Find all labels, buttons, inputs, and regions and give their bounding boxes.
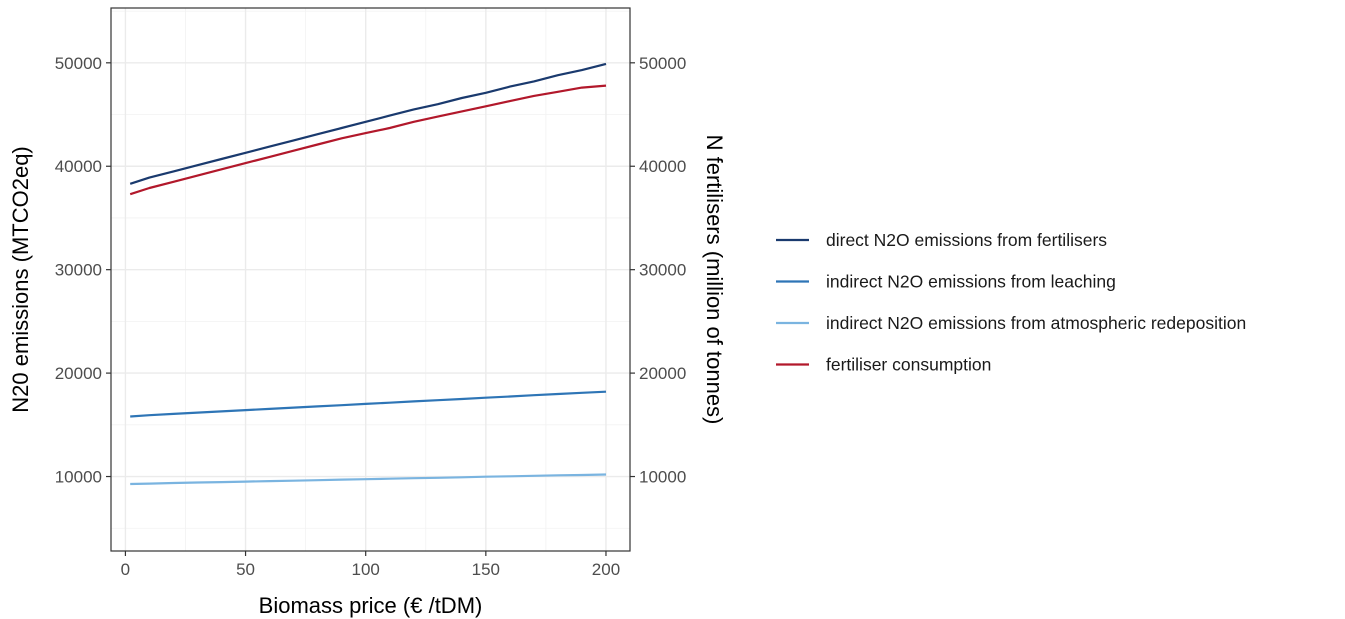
legend-label: fertiliser consumption [826, 355, 991, 375]
x-tick-label: 100 [352, 560, 380, 579]
series-lines [129, 62, 607, 486]
y2-tick-label: 10000 [639, 468, 686, 487]
y-tick-label: 10000 [55, 468, 102, 487]
y-axis-title: N20 emissions (MTCO2eq) [8, 146, 33, 413]
plot-border [110, 7, 631, 552]
grid [111, 8, 630, 551]
y-tick-label: 40000 [55, 157, 102, 176]
y2-tick-label: 50000 [639, 54, 686, 73]
legend-label: indirect N2O emissions from atmospheric … [826, 313, 1246, 333]
x-tick-label: 200 [592, 560, 620, 579]
y-tick-label: 20000 [55, 364, 102, 383]
axes: 0 50 100 150 200 10000 10000 20000 20000 30000 300… [55, 54, 687, 579]
legend-label: indirect N2O emissions from leaching [826, 272, 1116, 292]
y-tick-label: 50000 [55, 54, 102, 73]
x-tick-label: 50 [236, 560, 255, 579]
legend-label: direct N2O emissions from fertilisers [826, 230, 1107, 250]
legend: direct N2O emissions from fertilisers ind… [776, 230, 1246, 375]
y2-axis-title: N fertilisers (million of tonnes) [702, 135, 727, 425]
series-line [130, 473, 607, 486]
x-tick-label: 150 [472, 560, 500, 579]
y2-tick-label: 20000 [639, 364, 686, 383]
series-line [130, 390, 607, 418]
y2-tick-label: 40000 [639, 157, 686, 176]
series-line [129, 84, 607, 196]
y-tick-label: 30000 [55, 261, 102, 280]
series-line [129, 62, 607, 185]
y2-tick-label: 30000 [639, 261, 686, 280]
x-axis-title: Biomass price (€ /tDM) [259, 593, 483, 618]
x-tick-label: 0 [121, 560, 130, 579]
